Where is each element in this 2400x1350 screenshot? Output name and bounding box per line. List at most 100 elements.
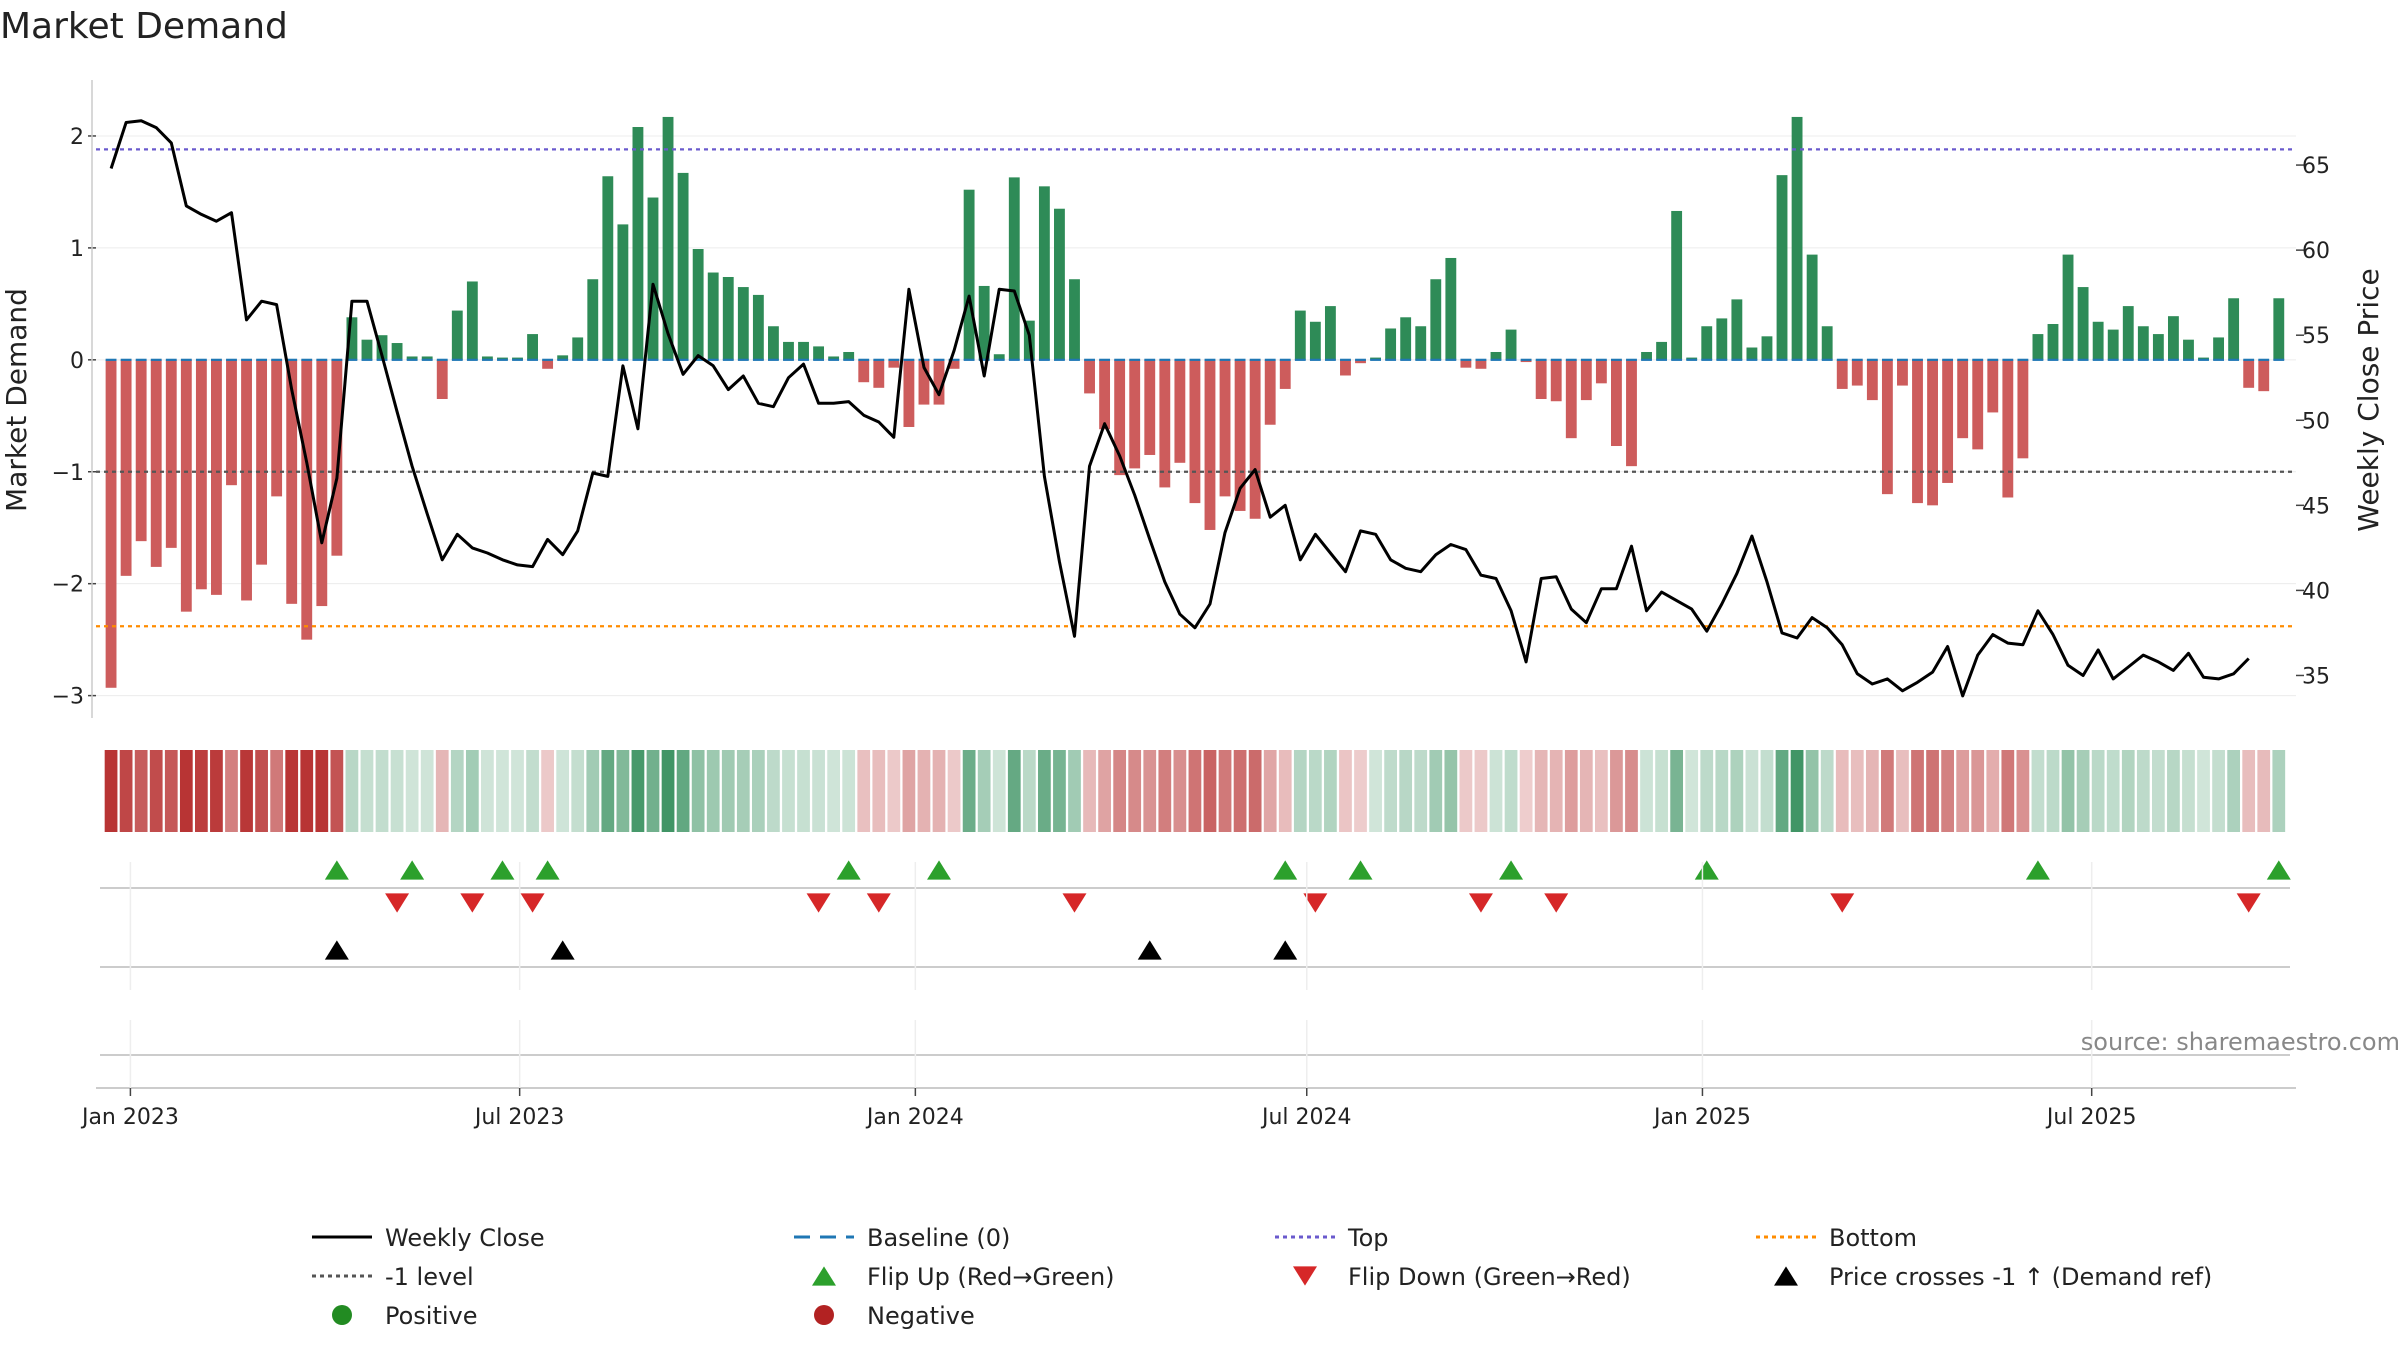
demand-bar (1114, 359, 1126, 476)
demand-bar (1084, 359, 1095, 394)
demand-bar (1460, 359, 1472, 368)
demand-bar (451, 310, 463, 360)
strip-cell (1941, 750, 1954, 832)
strip-cell (1579, 750, 1593, 832)
strip-cell (2197, 750, 2210, 832)
demand-bar (2213, 337, 2225, 360)
demand-color-strip (104, 750, 2286, 832)
legend-swatch-triangle-up (812, 1266, 836, 1286)
demand-bar (1656, 341, 1668, 360)
strip-cell (1038, 750, 1051, 832)
strip-cell (1354, 750, 1367, 832)
y-tick-label: −2 (52, 573, 84, 598)
demand-bar (1972, 359, 1984, 450)
strip-cell (631, 750, 645, 832)
strip-cell (887, 750, 901, 832)
demand-bar (1385, 328, 1397, 360)
flip-up-marker (1499, 860, 1524, 880)
demand-bar (527, 334, 538, 360)
y-tick-label: −3 (52, 685, 84, 710)
strip-cell (541, 750, 554, 832)
strip-cell (1820, 750, 1834, 832)
strip-cell (1625, 750, 1638, 832)
weekly-close-line (109, 119, 2250, 698)
demand-bar (542, 359, 554, 369)
legend-label: Weekly Close (385, 1224, 545, 1252)
demand-bar (798, 341, 809, 360)
strip-cell (1504, 750, 1518, 832)
strip-cell (2212, 750, 2225, 832)
demand-bar (1912, 359, 1923, 504)
demand-bar (1851, 359, 1863, 386)
strip-cell (962, 750, 976, 832)
strip-cell (285, 750, 299, 832)
demand-bar (813, 346, 825, 360)
strip-cell (2167, 750, 2180, 832)
strip-cell (511, 750, 524, 832)
strip-cell (1203, 750, 1217, 832)
demand-bar (1069, 279, 1080, 360)
strip-cell (601, 750, 615, 832)
demand-bar (1189, 359, 1201, 504)
demand-bar (1897, 359, 1908, 386)
demand-bar (1866, 359, 1878, 401)
strip-cell (1519, 750, 1533, 832)
legend-label: Negative (867, 1302, 975, 1330)
strip-cell (270, 750, 284, 832)
strip-cell (210, 750, 223, 832)
strip-cell (1083, 750, 1096, 832)
strip-cell (1459, 750, 1473, 832)
strip-cell (390, 750, 404, 832)
axes: 2 1 0 −1 −2 −3 65 60 55 50 45 40 35 (52, 80, 2330, 718)
demand-bar (1942, 359, 1954, 483)
strip-cell (1022, 750, 1036, 832)
demand-bar (497, 357, 508, 360)
strip-cell (1489, 750, 1503, 832)
demand-bar (1324, 306, 1336, 360)
legend-label: Price crosses -1 ↑ (Demand ref) (1829, 1263, 2212, 1291)
flip-down-marker (1544, 893, 1569, 913)
demand-bar (1580, 359, 1592, 401)
strip-cell (1308, 750, 1322, 832)
demand-bar (1701, 326, 1713, 360)
demand-bar (1520, 359, 1532, 363)
strip-cell (1775, 750, 1789, 832)
demand-bar (301, 359, 313, 640)
demand-bar (1761, 336, 1773, 360)
strip-cell (179, 750, 193, 832)
demand-bar (1957, 359, 1969, 439)
demand-bar (1791, 116, 1803, 360)
strip-cell (119, 750, 133, 832)
demand-bar (1490, 351, 1502, 360)
legend: Weekly Close Baseline (0) Top Bottom -1 leve… (312, 1224, 2212, 1330)
strip-cell (2031, 750, 2045, 832)
flip-down-marker (1468, 893, 1493, 913)
strip-cell (1595, 750, 1608, 832)
legend-swatch-triangle-down (1293, 1266, 1317, 1286)
y-tick-label: 2 (70, 125, 84, 150)
strip-cell (1881, 750, 1894, 832)
flip-down-marker (1303, 893, 1328, 913)
demand-bar (1204, 359, 1216, 530)
demand-bar (1430, 279, 1442, 360)
strip-cell (1339, 750, 1352, 832)
x-tick-label: Jul 2025 (2045, 1105, 2137, 1130)
demand-bar (963, 189, 975, 360)
y2-tick-label: 35 (2302, 664, 2330, 689)
flip-down-marker (520, 893, 545, 913)
demand-bar (1234, 359, 1246, 511)
demand-bar (662, 116, 674, 360)
strip-cell (691, 750, 705, 832)
strip-cell (496, 750, 509, 832)
demand-bar (933, 359, 945, 405)
demand-bar (211, 359, 222, 595)
strip-cell (1444, 750, 1458, 832)
demand-bar (286, 359, 298, 604)
demand-bar (1716, 318, 1728, 360)
strip-cell (1474, 750, 1488, 832)
strip-cell (1414, 750, 1428, 832)
strip-cell (300, 750, 314, 832)
price-cross-marker (324, 940, 349, 960)
demand-bar (195, 359, 207, 590)
strip-cell (2257, 750, 2271, 832)
